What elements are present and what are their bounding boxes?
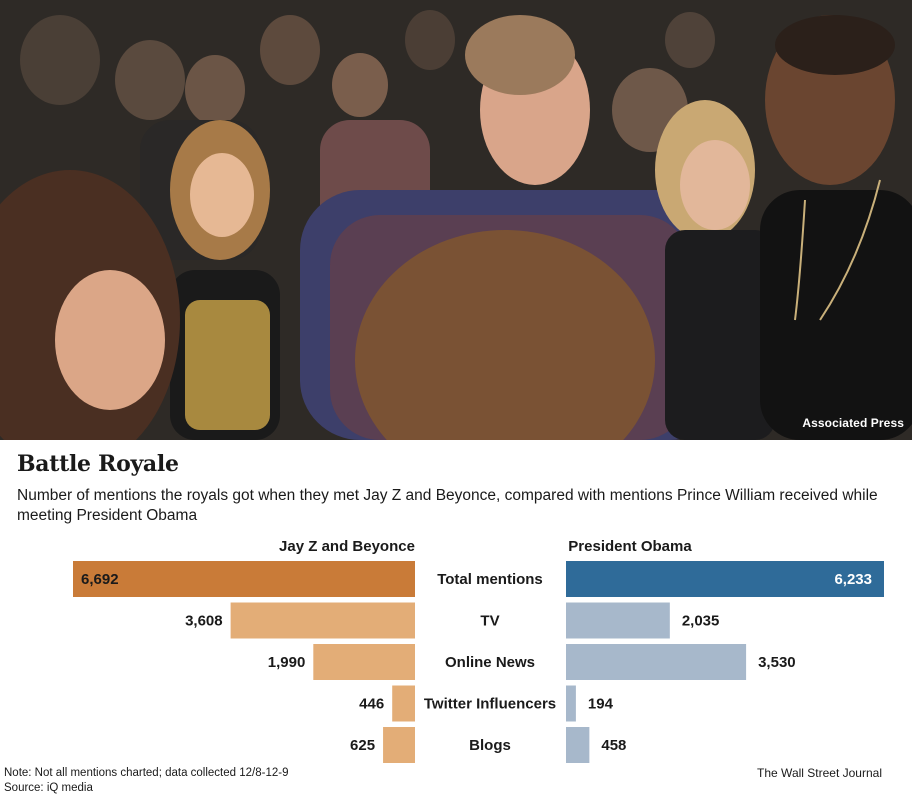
footnote-note: Note: Not all mentions charted; data col… xyxy=(4,767,289,779)
bar-left xyxy=(313,644,415,680)
bar-value-left: 3,608 xyxy=(185,613,223,630)
bar-right xyxy=(566,727,590,763)
photo-credit: Associated Press xyxy=(802,416,904,430)
bar-value-left: 625 xyxy=(350,737,375,754)
bar-value-left: 446 xyxy=(359,696,384,713)
bar-left xyxy=(383,727,415,763)
category-label: TV xyxy=(480,613,499,630)
bar-right xyxy=(566,685,576,722)
bar-left xyxy=(392,685,415,722)
series-name-right: President Obama xyxy=(568,538,692,555)
bar-value-right: 458 xyxy=(601,737,626,754)
bar-value-left: 1,990 xyxy=(268,654,306,671)
bar-left xyxy=(73,561,415,597)
butterfly-bar-chart: Jay Z and Beyonce President Obama 6,692 6,2… xyxy=(73,538,884,763)
bar-value-right: 6,233 xyxy=(834,571,872,588)
bar-right xyxy=(566,602,670,639)
chart-title: Battle Royale xyxy=(17,451,179,477)
crowd-photo-illustration xyxy=(0,0,912,440)
footnote: Note: Not all mentions charted; data col… xyxy=(4,766,288,796)
category-label: Blogs xyxy=(469,737,511,754)
series-name-left: Jay Z and Beyonce xyxy=(279,538,415,555)
chart-subtitle: Number of mentions the royals got when t… xyxy=(17,487,878,524)
publisher-name: The Wall Street Journal xyxy=(757,766,882,780)
category-label: Twitter Influencers xyxy=(424,696,556,713)
bar-right xyxy=(566,561,884,597)
category-label: Online News xyxy=(445,654,535,671)
footnote-source: Source: iQ media xyxy=(4,782,93,794)
bar-value-right: 3,530 xyxy=(758,654,796,671)
news-photo: Associated Press xyxy=(0,0,912,440)
bar-value-right: 194 xyxy=(588,696,614,713)
bar-value-right: 2,035 xyxy=(682,613,720,630)
bar-left xyxy=(230,602,415,639)
bar-right xyxy=(566,644,747,680)
category-label: Total mentions xyxy=(437,571,543,588)
bar-value-left: 6,692 xyxy=(81,571,119,588)
